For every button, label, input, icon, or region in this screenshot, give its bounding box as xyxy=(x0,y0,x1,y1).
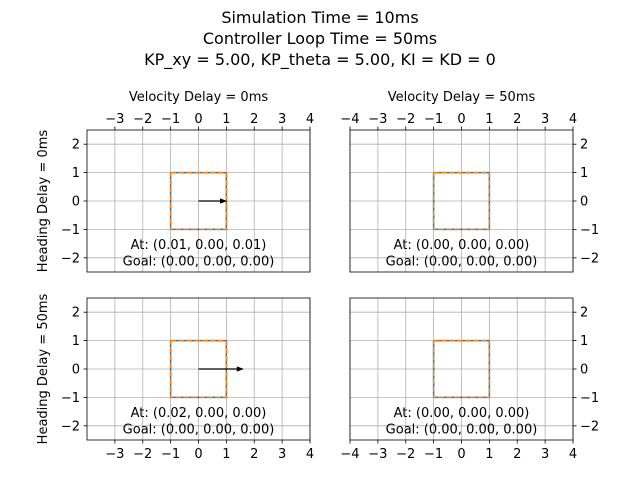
current-pose-label: At: (0.02, 0.00, 0.00) xyxy=(131,406,267,421)
x-tick-label: 0 xyxy=(194,112,202,127)
x-tick-label: 2 xyxy=(250,112,258,127)
y-tick-label: 2 xyxy=(580,138,588,153)
y-tick-label: 1 xyxy=(580,166,588,181)
series-group xyxy=(169,339,244,399)
x-tick-label: 1 xyxy=(222,447,230,462)
x-tick-label: 1 xyxy=(485,112,493,127)
current-pose-label: At: (0.00, 0.00, 0.00) xyxy=(394,238,530,253)
grid xyxy=(349,130,574,272)
y-tick-label: 1 xyxy=(580,334,588,349)
y-tick-label: 2 xyxy=(72,138,80,153)
x-tick-label: 1 xyxy=(485,447,493,462)
x-tick-label: 2 xyxy=(250,447,258,462)
column-title: Velocity Delay = 50ms xyxy=(388,90,536,105)
x-tick-label: 0 xyxy=(194,447,202,462)
row-label: Heading Delay = 0ms xyxy=(36,130,51,273)
current-pose-label: At: (0.01, 0.00, 0.01) xyxy=(131,238,267,253)
x-tick-label: 4 xyxy=(306,447,314,462)
x-tick-label: −2 xyxy=(396,112,415,127)
title-line-1: Simulation Time = 10ms xyxy=(221,8,418,27)
x-tick-label: −1 xyxy=(161,112,180,127)
y-tick-label: 2 xyxy=(72,306,80,321)
x-tick-label: −1 xyxy=(424,112,443,127)
y-tick-label: −1 xyxy=(61,223,80,238)
series-group xyxy=(169,171,228,231)
x-tick-label: −1 xyxy=(424,447,443,462)
figure-title: Simulation Time = 10ms Controller Loop T… xyxy=(144,8,496,70)
x-tick-label: 0 xyxy=(457,447,465,462)
x-tick-label: 3 xyxy=(278,112,286,127)
y-tick-label: 0 xyxy=(580,195,588,210)
title-line-3: KP_xy = 5.00, KP_theta = 5.00, KI = KD =… xyxy=(144,50,496,70)
y-tick-label: −2 xyxy=(580,251,599,266)
heading-arrow-head xyxy=(220,198,228,204)
column-title: Velocity Delay = 0ms xyxy=(129,90,269,105)
x-tick-label: −3 xyxy=(105,447,124,462)
goal-pose-label: Goal: (0.00, 0.00, 0.00) xyxy=(386,423,538,438)
y-tick-label: −1 xyxy=(580,223,599,238)
x-tick-label: 1 xyxy=(222,112,230,127)
y-tick-label: −2 xyxy=(61,419,80,434)
x-tick-label: 0 xyxy=(457,112,465,127)
x-tick-label: 4 xyxy=(306,112,314,127)
series-line-2 xyxy=(169,339,228,399)
goal-pose-label: Goal: (0.00, 0.00, 0.00) xyxy=(386,255,538,270)
x-tick-label: −1 xyxy=(161,447,180,462)
x-tick-label: −3 xyxy=(105,112,124,127)
y-tick-label: −2 xyxy=(580,419,599,434)
y-tick-label: −2 xyxy=(61,251,80,266)
y-tick-label: 0 xyxy=(580,363,588,378)
heading-arrow-head xyxy=(236,366,244,372)
goal-pose-label: Goal: (0.00, 0.00, 0.00) xyxy=(123,255,275,270)
x-tick-label: −4 xyxy=(340,112,359,127)
x-tick-label: 2 xyxy=(513,447,521,462)
y-tick-label: −1 xyxy=(61,391,80,406)
row-label: Heading Delay = 50ms xyxy=(36,293,51,444)
x-tick-label: 4 xyxy=(569,447,577,462)
subplot-1: −3 −2 −1 0 1 2 3 4 −2 −1 0 1 2 Velocity Delay = 0ms He… xyxy=(36,90,314,273)
x-tick-label: −2 xyxy=(133,112,152,127)
y-tick-label: 1 xyxy=(72,334,80,349)
y-tick-label: −1 xyxy=(580,391,599,406)
y-tick-label: 0 xyxy=(72,195,80,210)
x-tick-label: 3 xyxy=(541,447,549,462)
series-line-2 xyxy=(432,339,491,399)
x-tick-label: 2 xyxy=(513,112,521,127)
y-tick-label: 2 xyxy=(580,306,588,321)
y-tick-label: 0 xyxy=(72,363,80,378)
series-line-2 xyxy=(169,171,228,231)
goal-pose-label: Goal: (0.00, 0.00, 0.00) xyxy=(123,423,275,438)
x-tick-label: 3 xyxy=(541,112,549,127)
title-line-2: Controller Loop Time = 50ms xyxy=(203,29,437,48)
current-pose-label: At: (0.00, 0.00, 0.00) xyxy=(394,406,530,421)
x-tick-label: −3 xyxy=(368,447,387,462)
x-tick-label: 3 xyxy=(278,447,286,462)
x-tick-label: −2 xyxy=(133,447,152,462)
series-line-2 xyxy=(432,171,491,231)
x-tick-label: −4 xyxy=(340,447,359,462)
y-tick-label: 1 xyxy=(72,166,80,181)
x-tick-label: 4 xyxy=(569,112,577,127)
x-tick-label: −2 xyxy=(396,447,415,462)
series-group xyxy=(432,339,491,399)
series-group xyxy=(432,171,491,231)
subplot-2: −4 −3 −2 −1 0 1 2 3 4 −2 −1 0 1 2 Velocity Delay = 50m… xyxy=(340,90,599,273)
x-tick-label: −3 xyxy=(368,112,387,127)
subplot-3: −3 −2 −1 0 1 2 3 4 −2 −1 0 1 2 Heading Delay = 50ms At… xyxy=(36,293,314,462)
